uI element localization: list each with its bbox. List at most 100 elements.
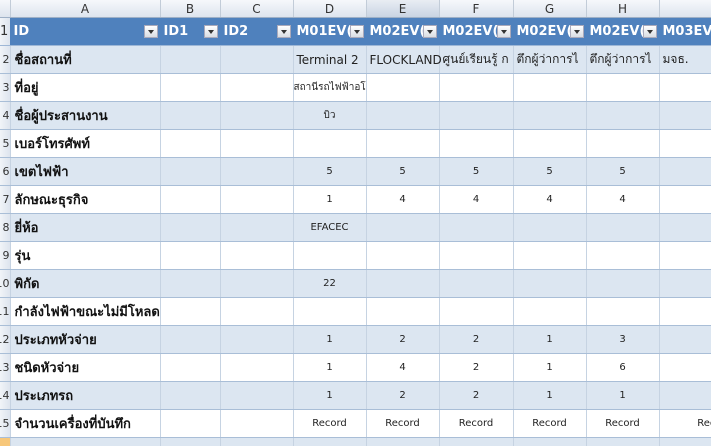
cell[interactable] — [659, 101, 711, 130]
cell[interactable] — [513, 241, 587, 270]
cell[interactable] — [439, 213, 514, 242]
row-label[interactable]: ชนิดหัวจ่าย — [10, 353, 161, 382]
row-label[interactable]: ยี่ห้อ — [10, 213, 161, 242]
cell[interactable]: 4 — [659, 185, 711, 214]
cell[interactable]: 1 — [586, 381, 660, 410]
row-label[interactable]: กำลังไฟฟ้าขณะไม่มีโหลด — [10, 297, 161, 326]
cell[interactable]: 1 — [293, 353, 367, 382]
cell[interactable] — [220, 185, 294, 214]
filter-dropdown-icon[interactable] — [143, 25, 158, 38]
cell[interactable]: 5 — [586, 157, 660, 186]
cell[interactable]: 2 — [439, 353, 514, 382]
cell[interactable] — [659, 129, 711, 158]
row-label[interactable]: ประเภทรถ — [10, 381, 161, 410]
cell[interactable] — [160, 241, 221, 270]
cell[interactable]: 22 — [293, 269, 367, 298]
cell[interactable] — [586, 241, 660, 270]
cell[interactable]: 1 — [659, 325, 711, 354]
cell[interactable] — [513, 269, 587, 298]
cell[interactable]: 1 — [659, 353, 711, 382]
cell[interactable] — [439, 269, 514, 298]
cell[interactable] — [293, 297, 367, 326]
cell[interactable]: 2 — [439, 381, 514, 410]
row-number[interactable]: 12 — [0, 325, 11, 354]
cell[interactable]: EFACEC — [293, 213, 367, 242]
cell[interactable] — [160, 325, 221, 354]
filter-dropdown-icon[interactable] — [349, 25, 364, 38]
header-cell[interactable]: M02EV( — [366, 17, 440, 46]
row-label[interactable]: พิกัด — [10, 269, 161, 298]
cell[interactable] — [293, 129, 367, 158]
row-number[interactable]: 7 — [0, 185, 11, 214]
cell[interactable]: Record — [439, 409, 514, 438]
cell[interactable] — [439, 437, 514, 446]
cell[interactable] — [366, 269, 440, 298]
row-label[interactable]: ลักษณะธุรกิจ — [10, 185, 161, 214]
cell[interactable]: Record — [513, 409, 587, 438]
cell[interactable] — [293, 241, 367, 270]
column-header-c[interactable]: C — [220, 0, 294, 18]
cell[interactable]: 4 — [586, 185, 660, 214]
cell[interactable] — [160, 409, 221, 438]
cell[interactable] — [439, 129, 514, 158]
filter-dropdown-icon[interactable] — [276, 25, 291, 38]
row-number[interactable]: 11 — [0, 297, 11, 326]
cell[interactable] — [160, 437, 221, 446]
row-number[interactable]: 3 — [0, 73, 11, 102]
cell[interactable] — [220, 325, 294, 354]
cell[interactable] — [586, 297, 660, 326]
cell[interactable] — [586, 101, 660, 130]
cell[interactable]: 5 — [366, 157, 440, 186]
column-header-e[interactable]: E — [366, 0, 440, 18]
header-cell[interactable]: ID2 — [220, 17, 294, 46]
cell[interactable]: 1 — [293, 185, 367, 214]
cell[interactable] — [366, 213, 440, 242]
cell[interactable]: Record — [293, 409, 367, 438]
row-label[interactable]: ชื่อสถานที่ — [10, 45, 161, 74]
cell[interactable] — [220, 101, 294, 130]
cell[interactable]: 1 — [293, 325, 367, 354]
column-header-d[interactable]: D — [293, 0, 367, 18]
cell[interactable] — [220, 437, 294, 446]
cell[interactable]: 2 — [366, 381, 440, 410]
cell[interactable] — [659, 241, 711, 270]
cell[interactable] — [659, 269, 711, 298]
header-cell[interactable]: M03EV( — [659, 17, 711, 46]
header-cell[interactable]: M02EV( — [586, 17, 660, 46]
cell[interactable] — [160, 157, 221, 186]
cell[interactable] — [513, 129, 587, 158]
cell[interactable] — [220, 129, 294, 158]
cell[interactable]: 5 — [293, 157, 367, 186]
cell[interactable]: ตึกผู้ว่าการไ — [513, 45, 587, 74]
cell[interactable]: ศูนย์เรียนรู้ ก — [439, 45, 514, 74]
cell[interactable]: 4 — [366, 353, 440, 382]
cell[interactable] — [160, 213, 221, 242]
cell[interactable] — [659, 213, 711, 242]
cell[interactable] — [220, 241, 294, 270]
column-header-a[interactable]: A — [10, 0, 161, 18]
cell[interactable]: 2 — [366, 325, 440, 354]
cell[interactable]: 4 — [366, 185, 440, 214]
cell[interactable]: สถานีรถไฟฟ้าอโศก — [293, 73, 367, 102]
cell[interactable]: 5 — [659, 157, 711, 186]
cell[interactable] — [513, 297, 587, 326]
cell[interactable] — [160, 381, 221, 410]
select-all-corner[interactable] — [0, 0, 11, 18]
cell[interactable]: 4 — [439, 185, 514, 214]
cell[interactable] — [160, 45, 221, 74]
cell[interactable] — [513, 437, 587, 446]
row-number[interactable]: 15 — [0, 409, 11, 438]
row-label[interactable]: เขตไฟฟ้า — [10, 157, 161, 186]
cell[interactable]: 1 — [293, 381, 367, 410]
cell[interactable] — [220, 381, 294, 410]
cell[interactable] — [366, 297, 440, 326]
cell[interactable] — [366, 437, 440, 446]
header-cell[interactable]: ID — [10, 17, 161, 46]
row-number[interactable]: 4 — [0, 101, 11, 130]
column-header-g[interactable]: G — [513, 0, 587, 18]
cell[interactable] — [659, 297, 711, 326]
row-label[interactable]: จำนวนเครื่องที่บันทึก — [10, 409, 161, 438]
cell[interactable] — [160, 185, 221, 214]
cell[interactable] — [366, 73, 440, 102]
cell[interactable] — [220, 297, 294, 326]
